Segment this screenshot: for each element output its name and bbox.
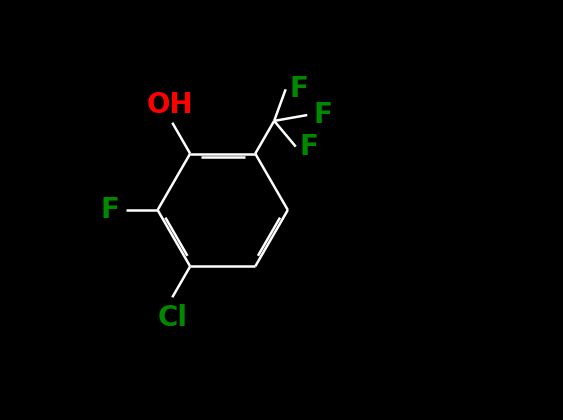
Text: F: F — [300, 133, 319, 160]
Text: F: F — [314, 101, 332, 129]
Text: F: F — [290, 75, 309, 103]
Text: OH: OH — [147, 90, 194, 118]
Text: F: F — [101, 196, 120, 224]
Text: Cl: Cl — [157, 304, 187, 332]
